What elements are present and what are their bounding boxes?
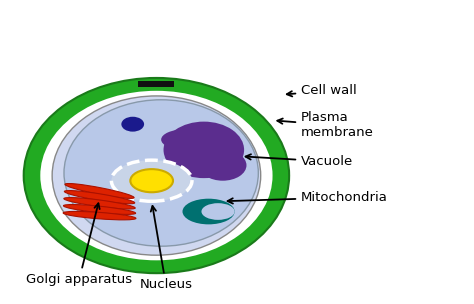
Ellipse shape (24, 78, 289, 273)
Ellipse shape (130, 169, 173, 192)
Bar (138, 81, 174, 87)
Ellipse shape (63, 211, 136, 220)
Ellipse shape (64, 205, 136, 214)
Ellipse shape (64, 198, 135, 209)
Ellipse shape (201, 203, 235, 220)
Ellipse shape (111, 160, 192, 201)
Text: Cell wall: Cell wall (287, 84, 357, 97)
Text: Mitochondria: Mitochondria (228, 191, 388, 204)
Text: Plasma
membrane: Plasma membrane (277, 112, 374, 140)
Ellipse shape (199, 150, 246, 181)
Text: Golgi apparatus: Golgi apparatus (26, 203, 132, 286)
Ellipse shape (64, 191, 135, 204)
Ellipse shape (52, 96, 261, 255)
Ellipse shape (164, 122, 244, 178)
Ellipse shape (40, 91, 273, 260)
Text: Nucleus: Nucleus (139, 206, 192, 291)
Text: Vacuole: Vacuole (246, 154, 353, 168)
Ellipse shape (182, 199, 235, 224)
Ellipse shape (64, 100, 258, 246)
Ellipse shape (65, 184, 134, 199)
Ellipse shape (121, 117, 144, 132)
Text: YEAST CELL: YEAST CELL (145, 9, 329, 38)
Ellipse shape (161, 129, 209, 150)
